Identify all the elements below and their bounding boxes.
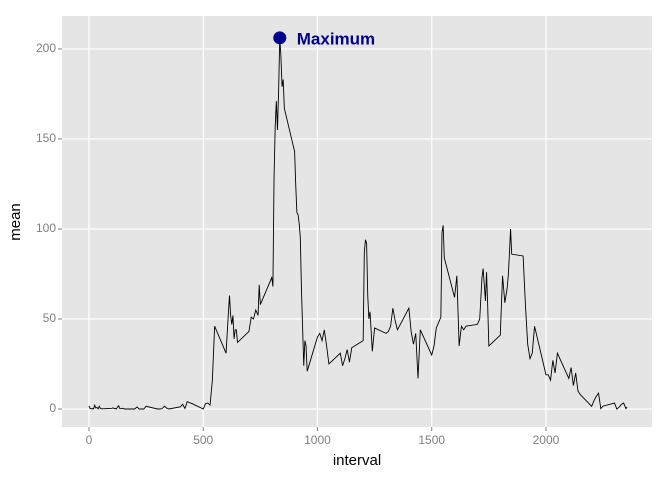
x-tick-label: 2000	[533, 433, 560, 447]
data-line	[88, 38, 628, 410]
y-tick-label: 150	[36, 131, 56, 145]
x-axis-title: interval	[333, 452, 381, 469]
max-point	[273, 31, 287, 45]
x-tick-label: 1000	[304, 433, 331, 447]
annotation: Maximum	[297, 29, 375, 48]
y-tick-label: 0	[49, 401, 56, 415]
y-tick-label: 50	[43, 311, 57, 325]
plot-panel	[62, 16, 652, 427]
y-tick-label: 200	[36, 41, 56, 55]
y-tick-label: 100	[36, 221, 56, 235]
x-tick-label: 1500	[418, 433, 445, 447]
x-tick-label: 500	[193, 433, 213, 447]
y-axis-title: mean	[7, 203, 24, 241]
x-tick-label: 0	[86, 433, 93, 447]
